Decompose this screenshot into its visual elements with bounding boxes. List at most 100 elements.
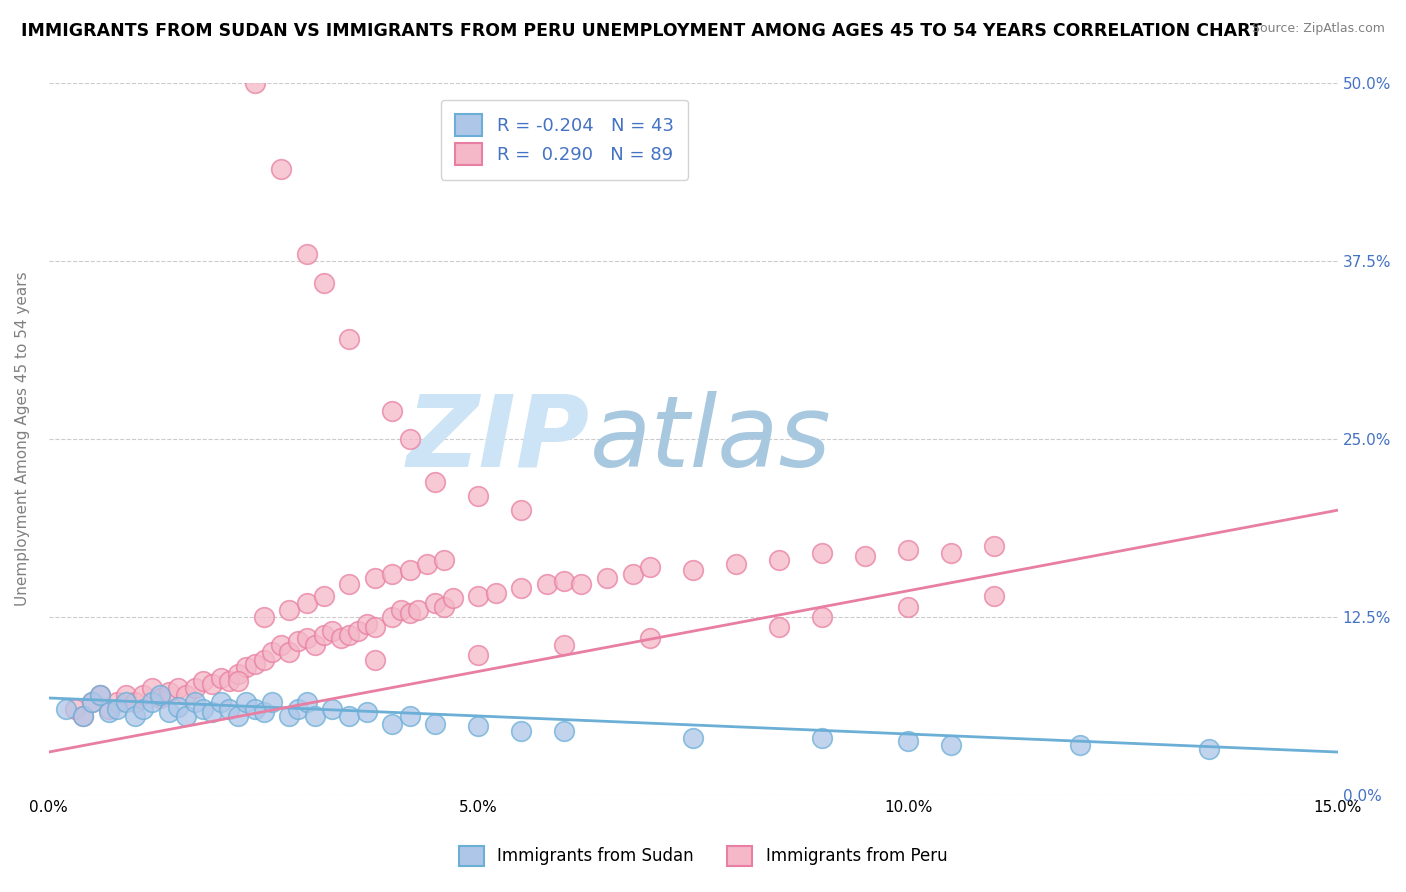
Point bbox=[768, 620, 790, 634]
Point bbox=[364, 620, 387, 634]
Point bbox=[184, 695, 207, 709]
Point bbox=[115, 695, 138, 709]
Point bbox=[416, 558, 439, 572]
Point bbox=[811, 610, 834, 624]
Point bbox=[441, 591, 464, 606]
Point bbox=[467, 719, 489, 733]
Point bbox=[510, 723, 533, 738]
Point bbox=[339, 709, 361, 723]
Point bbox=[107, 702, 129, 716]
Point bbox=[252, 652, 274, 666]
Point bbox=[174, 688, 197, 702]
Point bbox=[425, 596, 447, 610]
Point bbox=[97, 702, 120, 716]
Point bbox=[262, 695, 284, 709]
Point bbox=[897, 543, 920, 558]
Point bbox=[406, 603, 429, 617]
Point bbox=[853, 549, 876, 563]
Point bbox=[184, 681, 207, 695]
Point bbox=[226, 666, 249, 681]
Point bbox=[295, 631, 318, 645]
Point bbox=[768, 553, 790, 567]
Point bbox=[553, 574, 575, 589]
Text: Source: ZipAtlas.com: Source: ZipAtlas.com bbox=[1251, 22, 1385, 36]
Point bbox=[201, 705, 224, 719]
Point bbox=[132, 688, 155, 702]
Point bbox=[339, 628, 361, 642]
Point bbox=[209, 695, 232, 709]
Point bbox=[389, 603, 412, 617]
Point bbox=[381, 716, 404, 731]
Point bbox=[398, 432, 420, 446]
Point bbox=[262, 645, 284, 659]
Point bbox=[201, 677, 224, 691]
Point bbox=[725, 558, 748, 572]
Point bbox=[484, 585, 506, 599]
Point bbox=[235, 659, 257, 673]
Point bbox=[252, 610, 274, 624]
Point bbox=[157, 685, 180, 699]
Text: IMMIGRANTS FROM SUDAN VS IMMIGRANTS FROM PERU UNEMPLOYMENT AMONG AGES 45 TO 54 Y: IMMIGRANTS FROM SUDAN VS IMMIGRANTS FROM… bbox=[21, 22, 1261, 40]
Point bbox=[467, 489, 489, 503]
Point bbox=[897, 599, 920, 614]
Point bbox=[166, 681, 188, 695]
Point bbox=[304, 709, 326, 723]
Point bbox=[193, 702, 215, 716]
Point bbox=[571, 577, 593, 591]
Point bbox=[63, 702, 86, 716]
Point bbox=[638, 560, 661, 574]
Point bbox=[682, 563, 704, 577]
Point bbox=[398, 606, 420, 620]
Point bbox=[983, 589, 1005, 603]
Point bbox=[339, 333, 361, 347]
Point bbox=[312, 276, 335, 290]
Point bbox=[209, 671, 232, 685]
Legend: R = -0.204   N = 43, R =  0.290   N = 89: R = -0.204 N = 43, R = 0.290 N = 89 bbox=[440, 100, 688, 180]
Point bbox=[243, 657, 266, 671]
Point bbox=[80, 695, 103, 709]
Point bbox=[536, 577, 558, 591]
Point bbox=[252, 705, 274, 719]
Point bbox=[72, 709, 94, 723]
Point bbox=[218, 702, 240, 716]
Y-axis label: Unemployment Among Ages 45 to 54 years: Unemployment Among Ages 45 to 54 years bbox=[15, 272, 30, 607]
Point bbox=[939, 546, 962, 560]
Point bbox=[107, 695, 129, 709]
Text: atlas: atlas bbox=[591, 391, 832, 488]
Point bbox=[278, 645, 301, 659]
Point bbox=[278, 603, 301, 617]
Point bbox=[97, 705, 120, 719]
Point bbox=[243, 702, 266, 716]
Point bbox=[157, 705, 180, 719]
Point bbox=[243, 77, 266, 91]
Point bbox=[80, 695, 103, 709]
Point bbox=[811, 546, 834, 560]
Point bbox=[364, 572, 387, 586]
Point bbox=[1069, 738, 1091, 752]
Point bbox=[553, 638, 575, 652]
Point bbox=[55, 702, 77, 716]
Point bbox=[132, 702, 155, 716]
Point bbox=[235, 695, 257, 709]
Legend: Immigrants from Sudan, Immigrants from Peru: Immigrants from Sudan, Immigrants from P… bbox=[446, 832, 960, 880]
Point bbox=[425, 716, 447, 731]
Point bbox=[897, 733, 920, 747]
Point bbox=[398, 709, 420, 723]
Point bbox=[226, 709, 249, 723]
Point bbox=[682, 731, 704, 745]
Point bbox=[638, 631, 661, 645]
Point bbox=[983, 539, 1005, 553]
Point bbox=[364, 652, 387, 666]
Point bbox=[347, 624, 370, 639]
Text: ZIP: ZIP bbox=[408, 391, 591, 488]
Point bbox=[398, 563, 420, 577]
Point bbox=[89, 688, 111, 702]
Point bbox=[89, 688, 111, 702]
Point bbox=[467, 589, 489, 603]
Point bbox=[467, 648, 489, 663]
Point bbox=[141, 681, 163, 695]
Point bbox=[329, 631, 352, 645]
Point bbox=[166, 699, 188, 714]
Point bbox=[321, 702, 343, 716]
Point bbox=[270, 638, 292, 652]
